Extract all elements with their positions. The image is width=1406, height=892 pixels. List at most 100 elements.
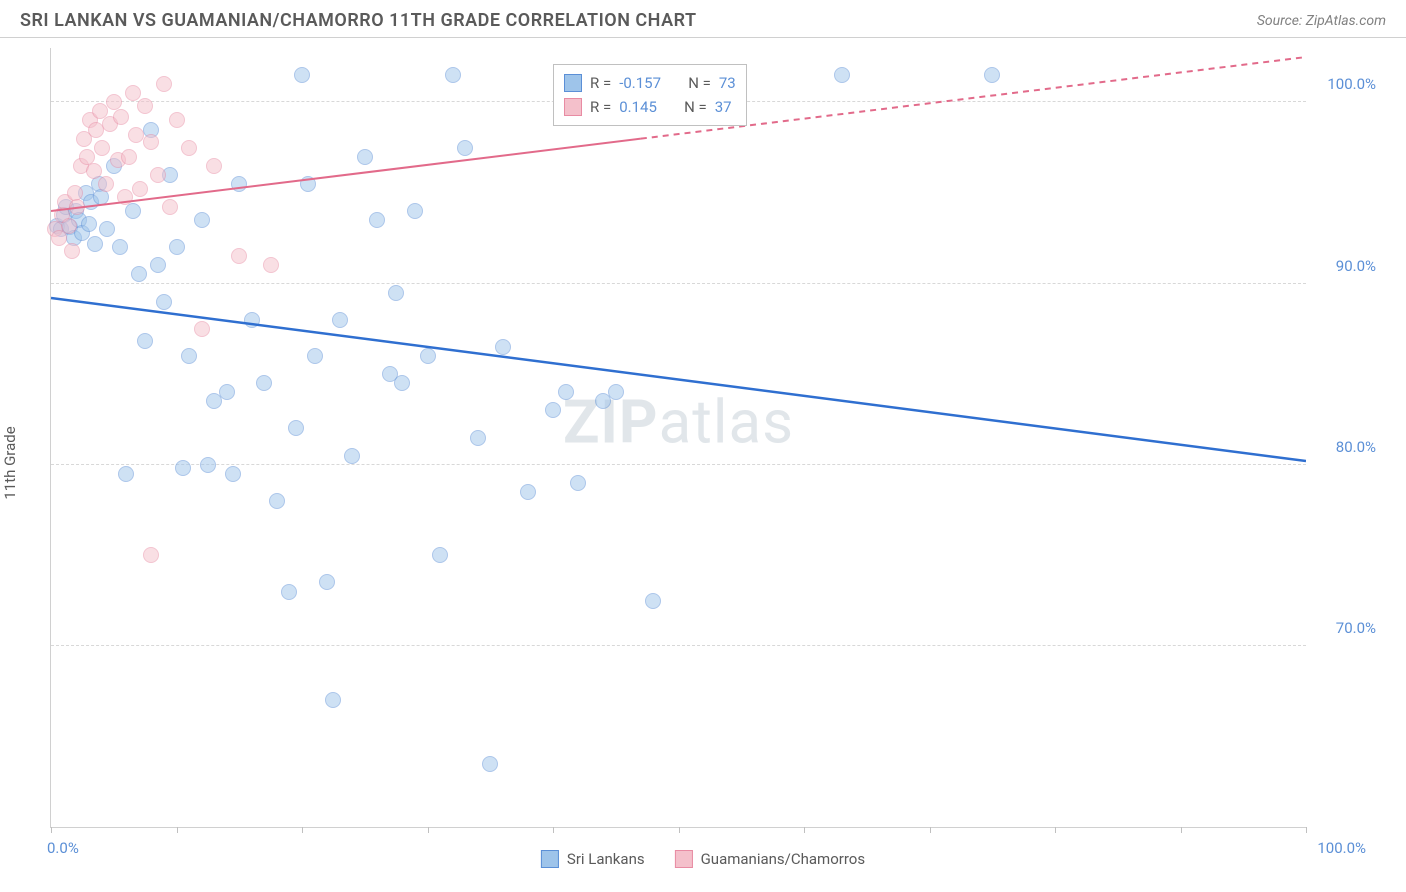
scatter-point xyxy=(470,430,486,446)
scatter-point xyxy=(99,221,115,237)
ytick-label: 90.0% xyxy=(1336,257,1376,275)
legend-item: Sri Lankans xyxy=(541,850,645,868)
scatter-point xyxy=(194,321,210,337)
legend-item: Guamanians/Chamorros xyxy=(675,850,865,868)
watermark-light: atlas xyxy=(659,386,794,457)
scatter-point xyxy=(482,756,498,772)
legend-row: R = 0.145 N = 37 xyxy=(564,95,736,119)
scatter-point xyxy=(121,149,137,165)
scatter-point xyxy=(281,584,297,600)
xtick-label: 0.0% xyxy=(47,839,79,857)
scatter-point xyxy=(86,163,102,179)
scatter-point xyxy=(388,285,404,301)
scatter-point xyxy=(113,109,129,125)
scatter-point xyxy=(132,181,148,197)
legend-r-value: -0.157 xyxy=(619,71,661,95)
gridline-h xyxy=(51,283,1306,284)
y-axis-label: 11th Grade xyxy=(1,426,19,499)
scatter-point xyxy=(357,149,373,165)
xtick xyxy=(679,827,680,833)
scatter-point xyxy=(118,466,134,482)
scatter-point xyxy=(137,98,153,114)
scatter-point xyxy=(369,212,385,228)
legend-swatch xyxy=(541,850,559,868)
scatter-point xyxy=(117,189,133,205)
scatter-point xyxy=(520,484,536,500)
xtick xyxy=(51,827,52,833)
xtick xyxy=(428,827,429,833)
legend-swatch xyxy=(564,98,582,116)
scatter-point xyxy=(231,176,247,192)
xtick xyxy=(553,827,554,833)
scatter-point xyxy=(61,218,77,234)
ytick-label: 100.0% xyxy=(1327,75,1376,93)
scatter-point xyxy=(294,67,310,83)
scatter-point xyxy=(984,67,1000,83)
legend-r-label: R = xyxy=(590,95,611,119)
ytick-label: 70.0% xyxy=(1336,619,1376,637)
legend-correlation-box: R = -0.157 N = 73R = 0.145 N = 37 xyxy=(553,64,747,126)
scatter-point xyxy=(256,375,272,391)
scatter-point xyxy=(98,176,114,192)
scatter-point xyxy=(206,158,222,174)
scatter-point xyxy=(344,448,360,464)
scatter-point xyxy=(545,402,561,418)
scatter-point xyxy=(150,257,166,273)
scatter-point xyxy=(156,294,172,310)
scatter-point xyxy=(169,239,185,255)
scatter-point xyxy=(300,176,316,192)
scatter-point xyxy=(495,339,511,355)
scatter-point xyxy=(325,692,341,708)
legend-row: R = -0.157 N = 73 xyxy=(564,71,736,95)
scatter-point xyxy=(81,216,97,232)
legend-n-value: 37 xyxy=(715,95,732,119)
gridline-h xyxy=(51,645,1306,646)
xtick-label: 100.0% xyxy=(1317,839,1366,857)
scatter-point xyxy=(143,134,159,150)
chart-header: SRI LANKAN VS GUAMANIAN/CHAMORRO 11TH GR… xyxy=(0,0,1406,38)
chart-container: 11th Grade ZIPatlas 70.0%80.0%90.0%100.0… xyxy=(0,38,1406,888)
scatter-point xyxy=(420,348,436,364)
scatter-point xyxy=(131,266,147,282)
chart-title: SRI LANKAN VS GUAMANIAN/CHAMORRO 11TH GR… xyxy=(20,10,697,31)
legend-r-value: 0.145 xyxy=(619,95,657,119)
ytick-label: 80.0% xyxy=(1336,438,1376,456)
plot-area: ZIPatlas 70.0%80.0%90.0%100.0%0.0%100.0%… xyxy=(50,48,1306,828)
scatter-point xyxy=(137,333,153,349)
scatter-point xyxy=(307,348,323,364)
legend-swatch xyxy=(564,74,582,92)
xtick xyxy=(804,827,805,833)
scatter-point xyxy=(143,547,159,563)
scatter-point xyxy=(407,203,423,219)
scatter-point xyxy=(181,140,197,156)
scatter-point xyxy=(128,127,144,143)
legend-series-name: Sri Lankans xyxy=(567,850,645,868)
scatter-point xyxy=(394,375,410,391)
scatter-point xyxy=(69,199,85,215)
scatter-point xyxy=(319,574,335,590)
scatter-point xyxy=(125,85,141,101)
xtick xyxy=(1055,827,1056,833)
scatter-point xyxy=(156,76,172,92)
scatter-point xyxy=(67,185,83,201)
xtick xyxy=(302,827,303,833)
legend-swatch xyxy=(675,850,693,868)
scatter-point xyxy=(87,236,103,252)
xtick xyxy=(177,827,178,833)
scatter-point xyxy=(94,140,110,156)
scatter-point xyxy=(169,112,185,128)
scatter-point xyxy=(432,547,448,563)
scatter-point xyxy=(332,312,348,328)
scatter-point xyxy=(645,593,661,609)
legend-n-value: 73 xyxy=(719,71,736,95)
legend-r-label: R = xyxy=(590,71,611,95)
scatter-point xyxy=(112,239,128,255)
gridline-h xyxy=(51,464,1306,465)
scatter-point xyxy=(225,466,241,482)
trendlines-svg xyxy=(51,48,1306,827)
xtick xyxy=(1181,827,1182,833)
legend-n-label: N = xyxy=(684,95,707,119)
scatter-point xyxy=(175,460,191,476)
xtick xyxy=(1306,827,1307,833)
scatter-point xyxy=(570,475,586,491)
